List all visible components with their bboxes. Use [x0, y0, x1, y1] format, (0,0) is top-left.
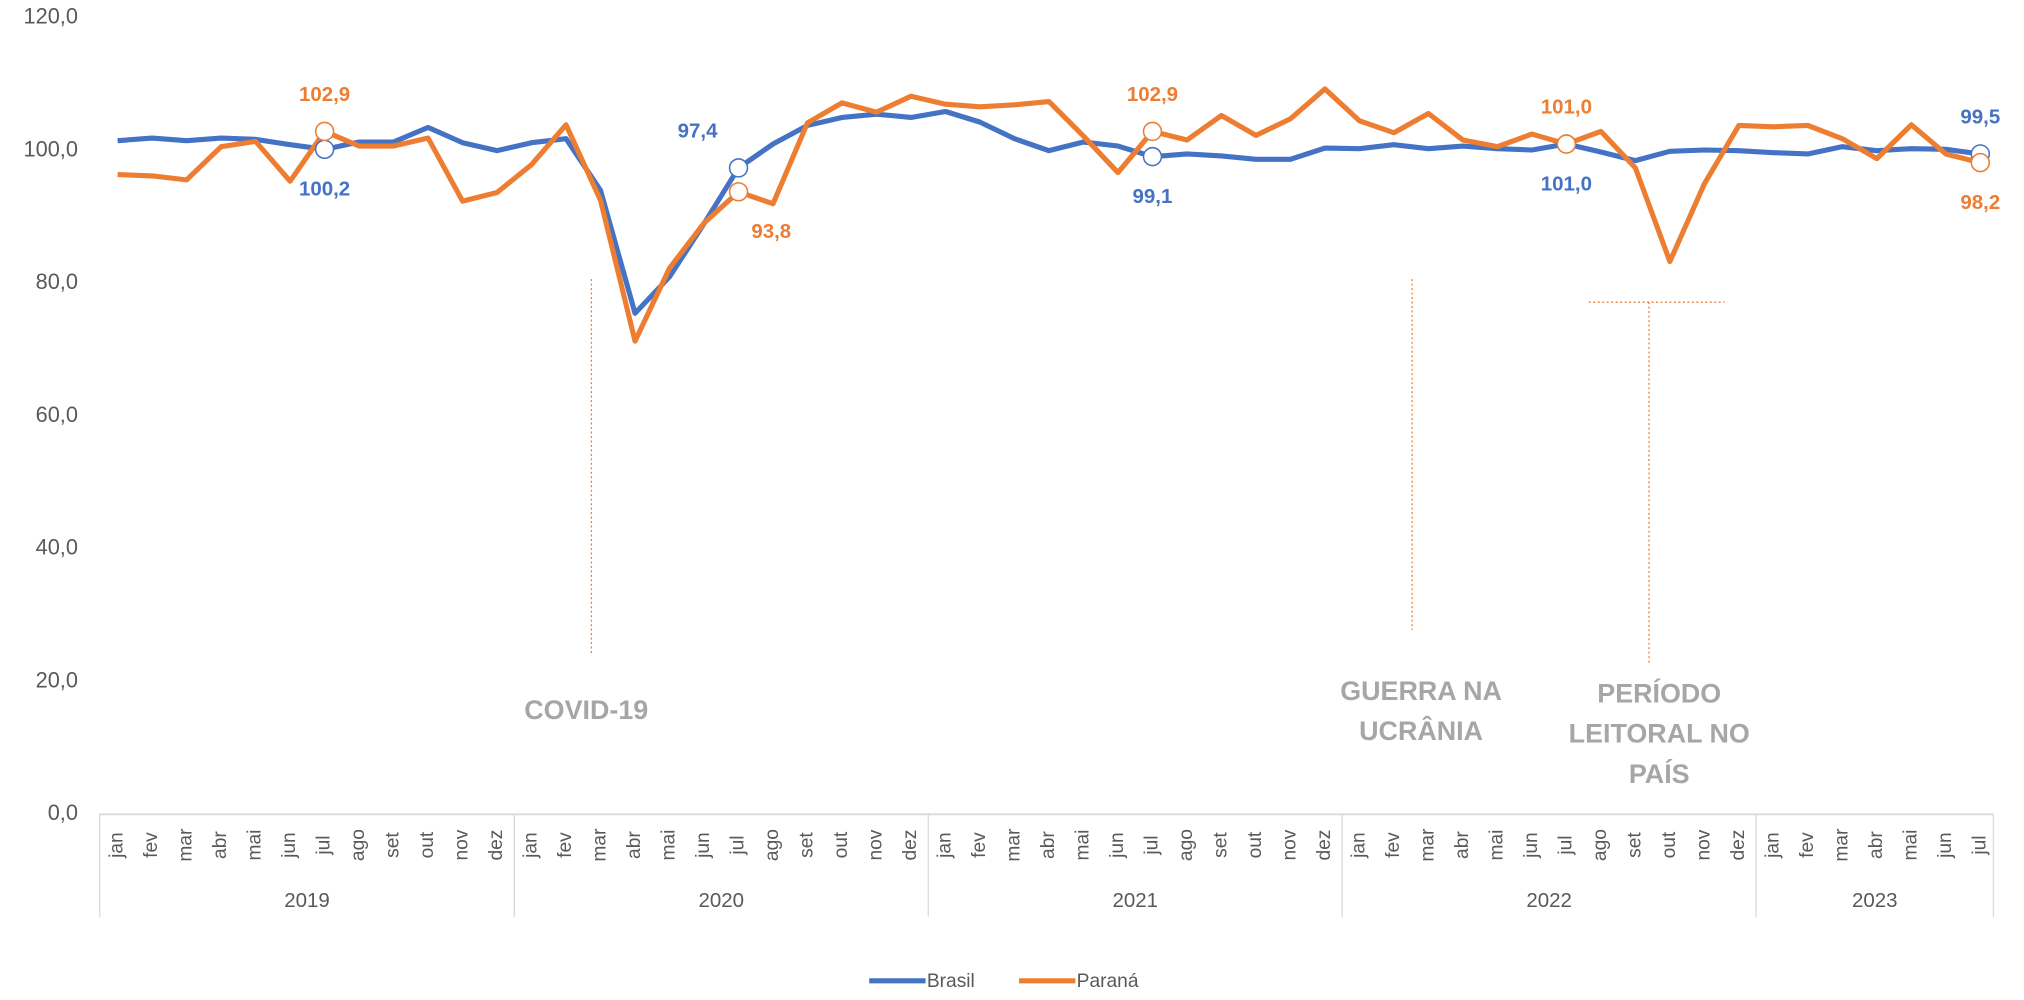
annotation: COVID-19: [524, 695, 648, 725]
x-tick-label: jul: [728, 835, 749, 855]
x-tick-label: ago: [762, 829, 783, 861]
x-tick-label: jun: [279, 832, 300, 859]
data-label: 99,5: [1960, 106, 2000, 129]
x-tick-label: dez: [486, 830, 507, 861]
x-tick-label: nov: [1693, 829, 1714, 860]
x-tick-label: jul: [1142, 835, 1163, 855]
series-line: [117, 86, 1981, 344]
point-marker: [1970, 152, 1991, 173]
data-label: 100,2: [299, 178, 350, 201]
x-tick-label: abr: [1452, 831, 1473, 859]
x-tick-label: set: [1211, 832, 1232, 858]
annotation: LEITORAL NO: [1569, 719, 1750, 749]
x-tick-label: mar: [176, 828, 197, 862]
data-label: 102,9: [299, 83, 350, 106]
y-tick-label: 100,0: [24, 136, 78, 161]
x-tick-label: abr: [1038, 831, 1059, 859]
point-marker: [314, 139, 335, 160]
x-tick-label: ago: [1176, 829, 1197, 861]
x-tick-label: dez: [1728, 830, 1749, 861]
x-tick-label: fev: [1797, 832, 1818, 858]
year-label: 2022: [1526, 889, 1572, 912]
point-marker: [314, 121, 335, 142]
x-tick-label: set: [383, 832, 404, 858]
x-tick-label: jun: [1107, 832, 1128, 859]
y-tick-label: 20,0: [36, 667, 78, 692]
y-tick-label: 80,0: [36, 269, 78, 294]
x-tick-label: abr: [210, 831, 231, 859]
y-tick-label: 60,0: [36, 402, 78, 427]
x-tick-label: jan: [521, 832, 542, 859]
point-marker: [728, 182, 749, 202]
annotation: PAÍS: [1629, 758, 1690, 789]
x-tick-label: jan: [1762, 832, 1783, 859]
x-tick-label: mai: [1073, 830, 1094, 861]
x-tick-label: jun: [1521, 832, 1542, 859]
x-tick-label: set: [1624, 832, 1645, 858]
data-label: 98,2: [1960, 191, 2000, 214]
x-tick-label: mar: [1004, 828, 1025, 862]
x-tick-label: mai: [1486, 830, 1507, 861]
legend-label: Brasil: [927, 971, 975, 992]
x-tick-label: jul: [1555, 835, 1576, 855]
x-tick-label: mar: [590, 828, 611, 862]
x-tick-label: out: [831, 831, 852, 858]
x-tick-label: mar: [1831, 828, 1852, 862]
data-label: 97,4: [678, 119, 718, 142]
x-tick-label: jul: [1969, 835, 1990, 855]
year-label: 2023: [1852, 889, 1898, 912]
x-tick-label: mai: [659, 830, 680, 861]
x-tick-label: jun: [693, 832, 714, 859]
point-marker: [728, 158, 749, 178]
x-tick-label: out: [1659, 831, 1680, 858]
x-tick-label: out: [1245, 831, 1266, 858]
x-tick-label: fev: [1383, 832, 1404, 858]
year-label: 2020: [699, 889, 745, 912]
annotation: PERÍODO: [1597, 677, 1721, 708]
x-tick-label: mar: [1417, 828, 1438, 862]
x-tick-label: dez: [900, 830, 921, 861]
data-label: 101,0: [1541, 172, 1592, 195]
year-label: 2021: [1112, 889, 1158, 912]
annotation-leaders: [590, 279, 1725, 664]
x-tick-label: fev: [141, 832, 162, 858]
year-label: 2019: [284, 889, 330, 912]
x-tick-label: jun: [1935, 832, 1956, 859]
x-tick-label: nov: [866, 829, 887, 860]
point-marker: [1142, 121, 1163, 142]
x-tick-label: ago: [348, 829, 369, 861]
x-tick-label: abr: [624, 831, 645, 859]
x-tick-label: mai: [1900, 830, 1921, 861]
y-tick-label: 120,0: [24, 4, 78, 29]
legend-label: Paraná: [1077, 971, 1139, 992]
annotation: UCRÂNIA: [1359, 715, 1483, 746]
annotation: GUERRA NA: [1340, 676, 1502, 706]
data-label: 101,0: [1541, 96, 1592, 119]
x-tick-label: jan: [107, 832, 128, 859]
data-label: 102,9: [1127, 83, 1178, 106]
x-tick-label: out: [417, 831, 438, 858]
series-line: [117, 108, 1981, 316]
point-marker: [1142, 146, 1163, 167]
x-tick-label: abr: [1866, 831, 1887, 859]
data-label: 93,8: [751, 220, 791, 243]
x-tick-label: fev: [969, 832, 990, 858]
data-label: 99,1: [1133, 185, 1173, 208]
x-tick-label: nov: [1280, 829, 1301, 860]
x-tick-label: fev: [555, 832, 576, 858]
point-marker: [1556, 134, 1577, 154]
x-tick-label: ago: [1590, 829, 1611, 861]
x-tick-label: mai: [245, 830, 266, 861]
x-tick-label: nov: [452, 829, 473, 860]
y-tick-label: 40,0: [36, 535, 78, 560]
x-tick-label: jan: [1349, 832, 1370, 859]
x-tick-label: set: [797, 832, 818, 858]
x-tick-label: jan: [935, 832, 956, 859]
x-tick-label: jul: [314, 835, 335, 855]
x-tick-label: dez: [1314, 830, 1335, 861]
y-tick-label: 0,0: [48, 800, 78, 825]
